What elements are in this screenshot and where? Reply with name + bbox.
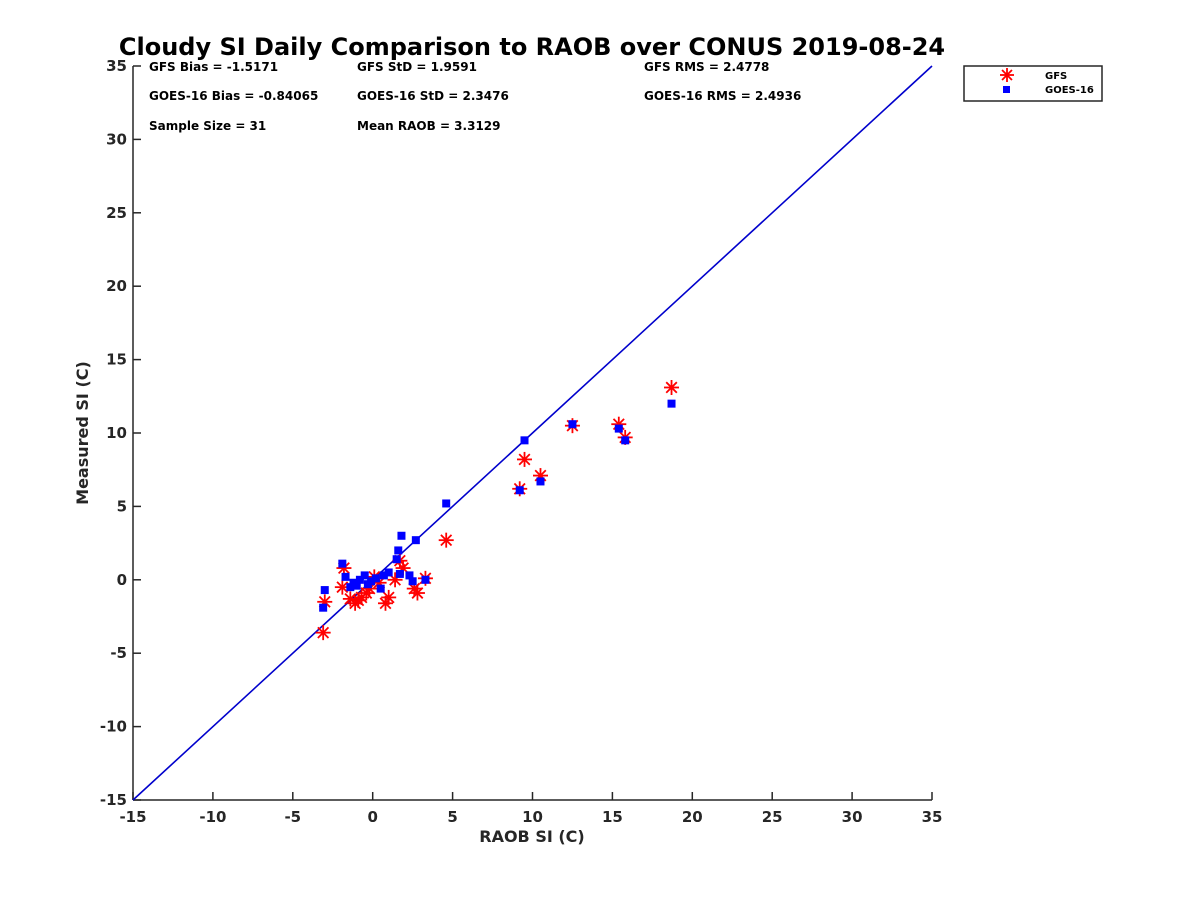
x-ticks: -15 -10 -5 0 5 10 15 20 25 30 35 [119,792,942,826]
y-tick-label: -5 [110,644,127,662]
y-tick-label: 15 [106,351,127,369]
x-tick-label: 35 [922,808,943,826]
y-tick-label: -10 [100,718,127,736]
goes16-point [568,420,577,429]
goes16-point [379,571,388,580]
gfs-point [517,451,533,467]
legend-gfs-asterisk-stroke [1001,69,1013,81]
goes16-point [614,424,623,433]
x-tick-label: -15 [119,808,146,826]
x-tick-label: 0 [367,808,377,826]
y-axis-label: Measured SI (C) [73,361,92,505]
y-tick-label: 20 [106,277,127,295]
goes16-point [515,486,524,495]
gfs-rms-stat: GFS RMS = 2.4778 [644,60,769,74]
goes16-rms-stat: GOES-16 RMS = 2.4936 [644,89,801,103]
mean-raob-stat: Mean RAOB = 3.3129 [357,119,501,133]
y-tick-label: 5 [117,497,127,515]
gfs-point-stroke [411,587,424,599]
legend-goes16-marker [1003,86,1010,93]
goes16-point [397,531,406,540]
gfs-point-stroke [337,562,350,574]
goes16-point [352,581,361,590]
x-tick-label: 5 [447,808,457,826]
legend-gfs-label: GFS [1045,71,1067,82]
goes16-point [395,569,404,578]
gfs-point [664,379,680,395]
gfs-point-stroke [440,534,453,547]
gfs-point-stroke [382,591,395,604]
y-tick-label: 30 [106,130,127,148]
goes16-point [355,575,364,584]
legend: GFS GOES-16 [963,65,1103,102]
x-tick-label: 20 [682,808,703,826]
goes16-point [341,572,350,581]
goes16-point [392,555,401,564]
y-tick-label: -15 [100,791,127,809]
x-tick-label: 25 [762,808,783,826]
gfs-point [409,585,425,601]
y-tick-label: 0 [117,571,127,589]
x-tick-label: 30 [842,808,863,826]
gfs-bias-stat: GFS Bias = -1.5171 [149,60,278,74]
goes16-point [442,499,451,508]
goes16-point [408,577,417,586]
x-tick-label: -5 [284,808,301,826]
x-tick-label: -10 [199,808,226,826]
legend-gfs-asterisk [1000,68,1014,82]
goes16-point [320,586,329,595]
goes16-point [394,546,403,555]
legend-goes16-label: GOES-16 [1045,85,1094,96]
goes16-point [319,603,328,612]
y-ticks: -15 -10 -5 0 5 10 15 20 25 30 35 [100,57,141,809]
data-points [315,379,680,641]
sample-size-stat: Sample Size = 31 [149,119,266,133]
goes16-point [411,536,420,545]
y-tick-label: 25 [106,204,127,222]
x-tick-label: 10 [522,808,543,826]
statistics-annotations: GFS Bias = -1.5171 GFS StD = 1.9591 GFS … [149,60,801,133]
chart-title: Cloudy SI Daily Comparison to RAOB over … [119,33,945,61]
legend-gfs-marker [1000,68,1014,82]
goes16-std-stat: GOES-16 StD = 2.3476 [357,89,509,103]
goes16-point [384,568,393,577]
goes16-point [520,436,529,445]
goes16-point [360,571,369,580]
x-tick-label: 15 [602,808,623,826]
gfs-point-stroke [336,581,349,594]
legend-box [963,65,1103,102]
goes16-point [346,583,355,592]
goes16-point [371,574,380,583]
goes16-point [536,477,545,486]
goes16-point [405,571,414,580]
goes16-point [376,584,385,593]
goes16-point [621,436,630,445]
y-tick-label: 35 [106,57,127,75]
goes16-point [338,559,347,568]
gfs-point-stroke [518,453,531,466]
goes16-point [367,577,376,586]
gfs-point-stroke [665,381,678,394]
goes16-point [667,399,676,408]
y-tick-label: 10 [106,424,127,442]
x-axis-label: RAOB SI (C) [479,827,584,846]
gfs-point [381,589,397,605]
goes16-point [421,575,430,584]
gfs-point [315,625,331,641]
gfs-point-stroke [317,626,330,639]
goes16-bias-stat: GOES-16 Bias = -0.84065 [149,89,318,103]
gfs-point [438,532,454,548]
one-to-one-reference-line [132,65,933,801]
gfs-std-stat: GFS StD = 1.9591 [357,60,477,74]
